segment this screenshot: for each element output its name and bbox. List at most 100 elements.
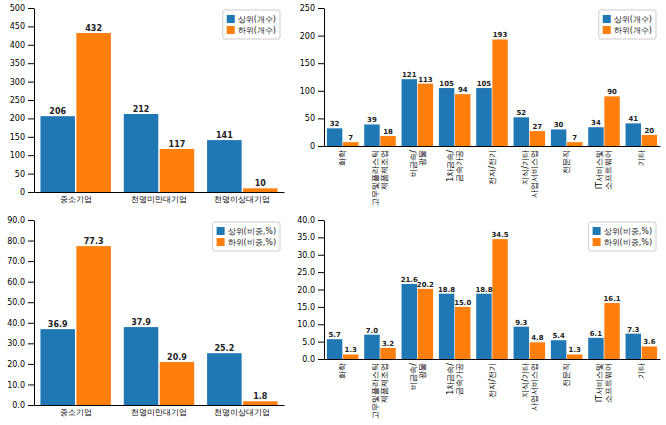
- tick: 천명미만대기업: [131, 408, 187, 417]
- bar: [243, 188, 278, 192]
- data-label: 1.3: [569, 346, 581, 354]
- data-label: 1.8: [253, 392, 268, 401]
- tick-mark: [28, 302, 34, 303]
- tick-label: 250: [10, 96, 25, 105]
- bar: [567, 142, 582, 146]
- bar: [327, 128, 342, 146]
- tick: 50: [15, 170, 34, 179]
- tick-label: 천명미만대기업: [131, 408, 187, 417]
- tick-label: 350: [10, 59, 25, 68]
- tick: 0.0: [302, 355, 324, 364]
- tick: 15.0: [297, 303, 324, 312]
- data-label: 206: [49, 107, 66, 116]
- tick-mark: [318, 118, 324, 119]
- data-label: 27: [533, 123, 543, 131]
- tick: 전자/전기: [488, 363, 497, 398]
- tick-label: 0: [20, 188, 25, 197]
- tick-label: 40.0: [297, 216, 315, 225]
- data-label: 5.7: [328, 331, 340, 339]
- tick-mark: [28, 63, 34, 64]
- tick: 80.0: [7, 237, 34, 246]
- data-label: 6.1: [590, 330, 602, 338]
- data-label: 4.8: [531, 334, 543, 342]
- legend-box: [599, 10, 656, 39]
- tick-mark: [28, 192, 34, 193]
- legend-item: 하위(개수): [603, 26, 652, 35]
- bar: [160, 362, 195, 405]
- data-label: 3.6: [643, 338, 655, 346]
- legend-label: 상위(개수): [238, 15, 276, 24]
- bar: [76, 246, 111, 405]
- data-label: 7: [348, 134, 353, 142]
- tick: IT서비스및소프트웨어: [595, 363, 613, 403]
- tick-label: 450: [10, 22, 25, 31]
- legend-swatch: [227, 26, 235, 34]
- tick: 25.0: [297, 268, 324, 277]
- tick-mark: [318, 307, 324, 308]
- data-label: 15.0: [454, 299, 471, 307]
- bar: [530, 131, 545, 146]
- tick: 100: [10, 151, 34, 160]
- bar: [76, 33, 111, 192]
- tick-label: IT서비스및소프트웨어: [595, 150, 613, 190]
- data-label: 7: [572, 134, 577, 142]
- tick-mark: [318, 359, 324, 360]
- tick: 10.0: [7, 381, 34, 390]
- tick-label: 천명이상대기업: [214, 195, 270, 204]
- bar: [567, 354, 582, 359]
- bar: [418, 84, 433, 146]
- tick-label: 50: [15, 170, 25, 179]
- legend-label: 상위(비중,%): [604, 227, 652, 236]
- legend-item: 상위(개수): [603, 15, 652, 24]
- data-label: 7.3: [627, 326, 639, 334]
- tick: 5.0: [302, 338, 324, 347]
- legend: 상위(비중,%)하위(비중,%): [213, 222, 280, 251]
- data-label: 18.8: [438, 286, 455, 294]
- bars: [40, 33, 277, 192]
- data-labels: 323912110510552303441718113941932779020: [330, 31, 655, 142]
- bar: [604, 96, 619, 146]
- data-label: 20: [645, 127, 655, 135]
- tick-mark: [318, 324, 324, 325]
- data-label: 32: [330, 120, 340, 128]
- bar: [380, 348, 395, 359]
- tick-label: 화학: [338, 150, 347, 166]
- tick: 100: [300, 87, 324, 96]
- bar: [207, 353, 242, 405]
- tick-mark: [28, 405, 34, 406]
- tick-mark: [28, 100, 34, 101]
- tick-label: 250: [300, 4, 315, 13]
- bar: [124, 114, 159, 192]
- tick: 35.0: [297, 233, 324, 242]
- tick-label: 100: [10, 151, 25, 160]
- legend-box: [213, 222, 280, 251]
- data-label: 432: [85, 24, 102, 33]
- data-label: 94: [458, 86, 468, 94]
- bar: [514, 117, 529, 146]
- tick: 300: [10, 78, 34, 87]
- legend-swatch: [217, 227, 225, 235]
- tick-mark: [28, 282, 34, 283]
- data-label: 37.9: [131, 318, 151, 327]
- tick-mark: [318, 237, 324, 238]
- tick-mark: [28, 384, 34, 385]
- tick-mark: [318, 220, 324, 221]
- tick-label: 30.0: [7, 339, 25, 348]
- tick-label: 50: [305, 114, 315, 123]
- tick: 0: [20, 188, 34, 197]
- bar: [642, 135, 657, 146]
- tick-label: 전자/전기: [488, 363, 497, 398]
- legend-box: [223, 10, 280, 39]
- tick: 천명미만대기업: [131, 195, 187, 204]
- tick: 천명이상대기업: [214, 195, 270, 204]
- tick-label: 지식/기타사업서비스업: [521, 363, 539, 411]
- tick: 150: [300, 59, 324, 68]
- tick-mark: [28, 364, 34, 365]
- bars: [40, 246, 277, 405]
- tick-label: 60.0: [7, 278, 25, 287]
- tick: 20.0: [297, 286, 324, 295]
- tick-label: 1차금속/금속가공: [446, 363, 464, 395]
- tick-label: 35.0: [297, 233, 315, 242]
- bar: [604, 303, 619, 359]
- data-label: 20.9: [167, 353, 187, 362]
